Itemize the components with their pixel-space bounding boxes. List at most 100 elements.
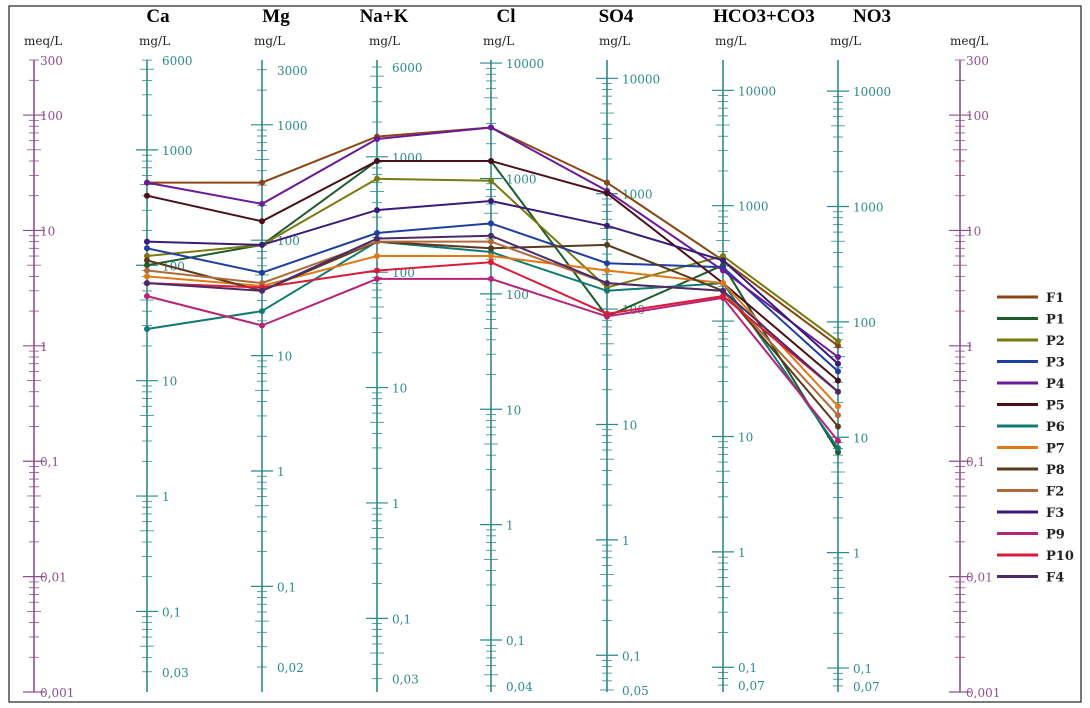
data-point — [144, 326, 150, 332]
mgl-tick-label: 1000 — [738, 200, 769, 214]
mgl-tick-label: 10 — [622, 418, 637, 432]
mgl-unit-label: mg/L — [369, 34, 400, 48]
legend-label: P3 — [1046, 356, 1065, 371]
data-point — [144, 238, 150, 245]
mgl-tick-label: 0,05 — [622, 684, 649, 698]
mgl-tick-label: 10 — [738, 430, 753, 444]
data-point — [374, 158, 380, 164]
mgl-tick-label: 0,1 — [853, 662, 872, 676]
mgl-tick-label: 10000 — [738, 84, 776, 98]
legend-label: P9 — [1046, 528, 1065, 543]
data-point — [720, 280, 726, 287]
meq-tick-label: 100 — [966, 109, 989, 123]
data-point — [144, 245, 150, 252]
data-point — [144, 257, 150, 264]
data-point — [374, 207, 380, 214]
data-point — [835, 388, 841, 395]
data-point — [720, 293, 726, 300]
data-point — [488, 253, 494, 259]
column-header-ca: Ca — [146, 6, 170, 27]
meq-tick-label: 0,1 — [40, 455, 59, 469]
data-point — [835, 445, 841, 452]
mgl-unit-label: mg/L — [483, 34, 514, 48]
column-axis-nak — [366, 60, 388, 692]
data-point — [488, 177, 494, 184]
mgl-tick-label: 3000 — [277, 64, 308, 78]
data-point — [144, 267, 150, 274]
column-axis-mg — [251, 60, 273, 692]
data-point — [144, 273, 150, 280]
column-header-no3: NO3 — [853, 6, 891, 27]
legend-label: F2 — [1046, 485, 1064, 500]
mgl-tick-label: 6000 — [162, 54, 193, 68]
meq-tick-label: 0,001 — [966, 686, 1000, 700]
column-axis-no3 — [827, 60, 849, 692]
mgl-tick-label: 0,1 — [506, 634, 525, 648]
meq-tick-label: 1 — [966, 340, 974, 354]
mgl-tick-label: 1 — [738, 546, 746, 560]
data-point — [144, 179, 150, 186]
mgl-tick-label: 0,1 — [392, 612, 411, 626]
meq-unit-label: meq/L — [950, 34, 988, 48]
data-point — [604, 222, 610, 229]
chart-frame — [8, 5, 1082, 703]
data-point — [259, 322, 265, 329]
mgl-tick-label: 1000 — [506, 172, 537, 186]
series-f3 — [144, 198, 841, 367]
mgl-tick-label: 0,1 — [738, 661, 757, 675]
data-point — [144, 262, 150, 269]
data-point — [488, 259, 494, 266]
data-point — [835, 368, 841, 375]
data-point — [720, 253, 726, 259]
legend-label: P5 — [1046, 399, 1065, 414]
series-p4 — [144, 124, 841, 360]
mgl-tick-label: 0,1 — [162, 605, 181, 619]
data-point — [835, 437, 841, 444]
data-point — [259, 179, 265, 186]
mgl-tick-label: 0,03 — [392, 673, 419, 687]
data-point — [488, 238, 494, 245]
meq-tick-label: 0,1 — [966, 455, 985, 469]
meq-tick-label: 300 — [966, 54, 989, 68]
series-line — [146, 240, 839, 449]
mgl-tick-label: 0,03 — [162, 666, 189, 680]
series-p8 — [144, 238, 841, 430]
meq-tick-label: 1 — [40, 340, 48, 354]
data-point — [144, 280, 150, 287]
legend-label: F3 — [1046, 506, 1064, 521]
legend: F1 P1 P2 P3 P4 P5 P6 P7 P8 F2 F3 P9 P10 F4 — [997, 291, 1074, 586]
data-point — [835, 403, 841, 410]
data-point — [488, 124, 494, 131]
data-point — [259, 269, 265, 276]
mgl-tick-label: 0,07 — [738, 679, 765, 693]
data-point — [374, 267, 380, 274]
mgl-tick-label: 10000 — [622, 72, 660, 86]
mgl-tick-label: 1000 — [162, 144, 193, 158]
data-point — [144, 192, 150, 199]
mgl-tick-label: 1000 — [392, 151, 423, 165]
mgl-tick-label: 1 — [392, 497, 400, 511]
meq-unit-label: meq/L — [24, 34, 62, 48]
mgl-tick-label: 0,07 — [853, 680, 880, 694]
mgl-tick-label: 100 — [853, 316, 876, 330]
column-header-hco3: HCO3+CO3 — [713, 6, 815, 27]
data-point — [488, 275, 494, 282]
column-header-nak: Na+K — [360, 6, 409, 27]
mgl-tick-label: 0,04 — [506, 680, 533, 694]
column-header-cl: Cl — [497, 6, 516, 27]
data-point — [720, 267, 726, 274]
mgl-tick-label: 10000 — [853, 85, 891, 99]
data-point — [720, 287, 726, 294]
column-axis-hco3 — [712, 60, 734, 692]
data-point — [604, 267, 610, 274]
data-point — [259, 218, 265, 225]
mgl-unit-label: mg/L — [599, 34, 630, 48]
mgl-tick-label: 1 — [277, 465, 285, 479]
meq-tick-label: 0,001 — [40, 686, 74, 700]
mgl-unit-label: mg/L — [254, 34, 285, 48]
column-header-so4: SO4 — [599, 6, 634, 27]
data-point — [604, 241, 610, 248]
legend-label: P1 — [1046, 313, 1065, 328]
mgl-tick-label: 10 — [392, 382, 407, 396]
legend-label: F4 — [1046, 571, 1064, 586]
